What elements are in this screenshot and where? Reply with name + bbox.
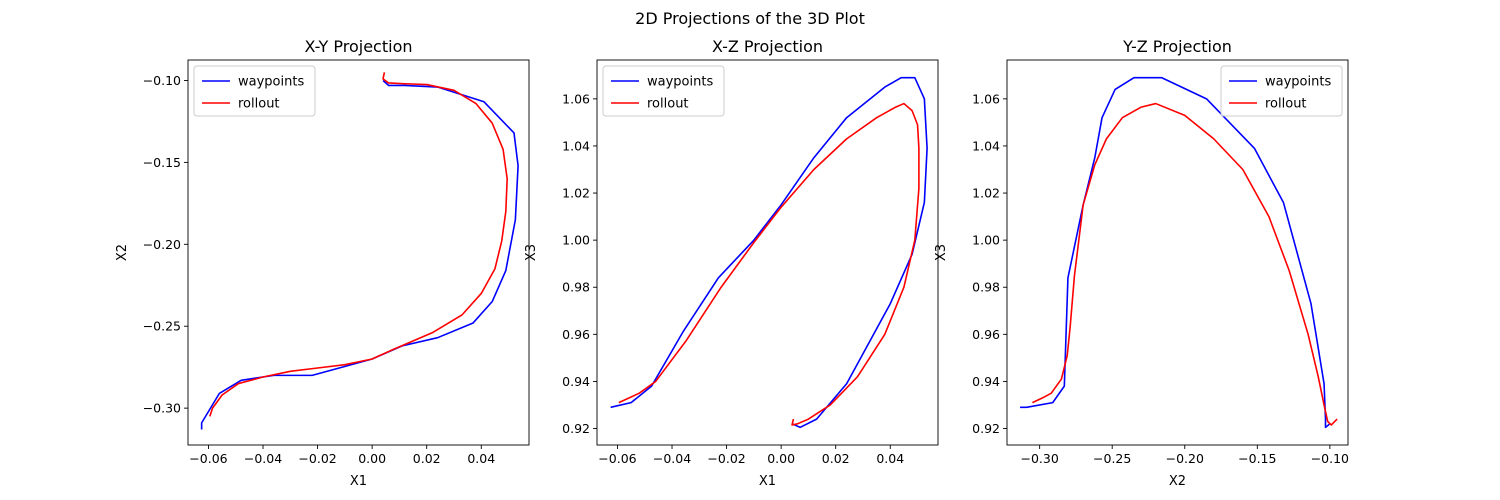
series-line-rollout (618, 102, 920, 426)
y-tick-label: 0.98 (562, 280, 590, 295)
figure-title: 2D Projections of the 3D Plot (635, 9, 865, 28)
legend: waypoints rollout (1220, 65, 1343, 117)
legend-label-rollout: rollout (647, 97, 689, 112)
x-tick-label: 0.00 (767, 451, 795, 466)
x-tick-label: −0.04 (244, 451, 282, 466)
x-tick-label: −0.06 (598, 451, 636, 466)
axes-frame (1006, 59, 1349, 446)
x-tick-label: 0.02 (822, 451, 850, 466)
x-tick-label: −0.02 (707, 451, 745, 466)
x-axis-label: X1 (350, 474, 367, 489)
legend-label-rollout: rollout (238, 97, 280, 112)
subplot-2: −0.06 −0.04 −0.02 0.00 0.02 0.04 0.92 0.94 0.96 0… (524, 37, 939, 489)
x-tick-label: −0.02 (298, 451, 336, 466)
y-tick-label: −0.10 (143, 73, 181, 88)
y-tick-label: 1.00 (562, 233, 590, 248)
subplot-title: Y-Z Projection (1122, 37, 1232, 56)
y-axis-label: X2 (115, 244, 130, 261)
y-tick-label: 1.06 (972, 91, 1000, 106)
subplot-title: X-Y Projection (304, 37, 412, 56)
x-axis-label: X2 (1169, 474, 1186, 489)
y-tick-label: 0.98 (972, 280, 1000, 295)
x-tick-label: 0.04 (876, 451, 904, 466)
legend-label-waypoints: waypoints (1265, 75, 1331, 90)
y-tick-label: 1.06 (562, 91, 590, 106)
y-tick-label: −0.30 (143, 401, 181, 416)
subplot-1: −0.06 −0.04 −0.02 0.00 0.02 0.04 −0.30 −0.25 −0.… (115, 37, 530, 489)
legend: waypoints rollout (193, 65, 316, 117)
x-tick-label: 0.02 (413, 451, 441, 466)
x-tick-label: 0.04 (467, 451, 495, 466)
series-line-waypoints (1020, 76, 1331, 429)
x-tick-label: −0.06 (189, 451, 227, 466)
legend-label-rollout: rollout (1265, 97, 1307, 112)
y-tick-label: 1.02 (972, 186, 1000, 201)
series-line-rollout (209, 72, 508, 417)
x-tick-label: −0.04 (653, 451, 691, 466)
y-tick-label: 1.04 (972, 138, 1000, 153)
y-tick-label: 0.92 (972, 421, 1000, 436)
y-tick-label: 1.00 (972, 233, 1000, 248)
y-tick-label: 1.04 (562, 138, 590, 153)
x-axis-label: X1 (759, 474, 776, 489)
x-tick-label: −0.30 (1020, 451, 1058, 466)
x-tick-label: −0.25 (1093, 451, 1131, 466)
subplot-3: −0.30 −0.25 −0.20 −0.15 −0.10 0.92 0.94 0.96 0.9… (934, 37, 1349, 489)
y-axis-label: X3 (934, 244, 949, 261)
x-tick-label: −0.10 (1311, 451, 1349, 466)
y-tick-label: 0.94 (562, 374, 590, 389)
series-line-waypoints (200, 79, 519, 430)
y-axis-label: X3 (524, 244, 539, 261)
series-line-waypoints (610, 76, 928, 429)
axes-frame (187, 59, 530, 446)
y-tick-label: 0.94 (972, 374, 1000, 389)
y-tick-label: −0.15 (143, 155, 181, 170)
legend-label-waypoints: waypoints (238, 75, 304, 90)
y-tick-label: 0.96 (562, 327, 590, 342)
legend-label-waypoints: waypoints (647, 75, 713, 90)
y-tick-label: 0.96 (972, 327, 1000, 342)
x-tick-label: −0.15 (1238, 451, 1276, 466)
axes-frame (596, 59, 939, 446)
legend: waypoints rollout (602, 65, 725, 117)
x-tick-label: 0.00 (358, 451, 386, 466)
series-line-rollout (1032, 102, 1338, 426)
y-tick-label: 0.92 (562, 421, 590, 436)
y-tick-label: −0.25 (143, 319, 181, 334)
x-tick-label: −0.20 (1166, 451, 1204, 466)
y-tick-label: −0.20 (143, 237, 181, 252)
subplot-title: X-Z Projection (712, 37, 823, 56)
y-tick-label: 1.02 (562, 186, 590, 201)
subplot-panels: −0.06 −0.04 −0.02 0.00 0.02 0.04−0.30−0.25−0.… (115, 37, 1349, 489)
